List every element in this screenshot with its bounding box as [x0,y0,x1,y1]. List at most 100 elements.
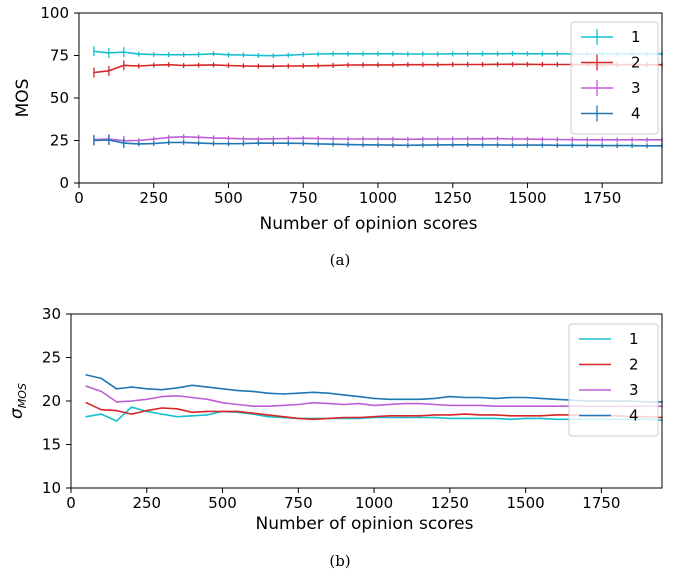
data-point [358,402,360,405]
data-point [377,138,379,140]
data-point [206,398,209,401]
data-point [267,392,269,394]
legend-label-2: 2 [631,54,641,72]
data-point [464,413,466,415]
data-point [526,138,529,140]
data-point [422,63,424,66]
data-point [541,138,544,141]
data-point [496,53,499,55]
data-point [267,405,269,408]
x-tick-label: 1500 [508,189,546,207]
data-point [287,54,290,56]
chart-b: 0 250 500 750 1000 1250 1500 1750 10 15 20 25 30 Numb… [7,305,663,570]
data-point [85,401,87,404]
data-point [524,396,527,399]
data-point [108,139,110,141]
x-tick-label: 750 [289,189,318,207]
y-tick-label: 30 [42,305,61,323]
data-point [130,406,133,408]
data-point [221,401,224,404]
data-point [362,138,364,140]
data-point [451,63,454,66]
data-point [282,393,284,395]
legend-label-1: 1 [631,28,641,46]
data-point [418,402,421,405]
data-point [347,64,349,66]
data-point [152,142,155,145]
data-point [451,143,454,146]
data-point [403,402,406,405]
data-point [418,416,421,419]
data-point [556,138,559,141]
data-point [212,64,215,66]
data-point [137,53,140,55]
data-point [616,139,618,141]
data-point [616,144,618,147]
data-point [287,142,290,145]
data-point [197,64,200,66]
data-point [422,53,424,55]
data-point [206,410,209,413]
data-point [539,397,542,400]
y-tick-label: 100 [40,4,69,22]
legend-label-3: 3 [631,79,641,97]
legend-label-3: 3 [629,381,639,399]
data-point [466,143,469,146]
data-point [556,144,559,147]
legend: 1 2 3 4 [568,323,659,437]
data-point [332,138,334,140]
data-point [556,53,559,55]
data-point [509,418,512,421]
data-point [257,54,260,57]
data-point [100,390,103,393]
data-point [347,138,349,140]
data-point [407,138,409,141]
data-point [332,143,334,146]
data-point [236,403,239,406]
y-tick-label: 20 [42,392,61,410]
data-point [93,139,95,142]
data-point [93,50,95,53]
x-tick-label: 0 [66,494,76,512]
data-point [197,136,200,139]
data-point [332,64,334,67]
legend-label-2: 2 [629,356,639,374]
data-point [137,139,140,142]
data-point [212,142,215,145]
x-tick-label: 750 [284,494,313,512]
data-point [403,416,406,419]
data-point [362,143,364,146]
data-point [481,63,484,66]
x-tick-label: 1000 [355,494,393,512]
data-point [479,417,481,420]
data-point [526,63,529,66]
data-point [464,396,466,399]
data-point [297,392,300,394]
data-point [130,400,133,402]
data-point [108,52,110,54]
data-point [479,404,481,407]
data-point [377,64,379,66]
data-point [282,404,284,407]
legend-label-4: 4 [629,407,639,425]
data-point [407,144,409,147]
data-point [272,54,275,57]
data-point [252,405,254,408]
y-tick-label: 75 [50,47,69,65]
data-point [267,414,269,416]
data-point [242,142,245,145]
data-point [571,138,574,141]
data-point [212,53,215,55]
data-point [312,391,315,394]
x-tick-label: 1250 [431,494,469,512]
data-point [479,414,481,416]
data-point [481,138,484,140]
data-point [494,405,497,408]
x-tick-label: 1500 [507,494,545,512]
data-point [137,65,140,67]
data-point [526,53,529,55]
data-point [541,144,544,146]
data-point [571,144,574,147]
series-3 [85,385,663,408]
